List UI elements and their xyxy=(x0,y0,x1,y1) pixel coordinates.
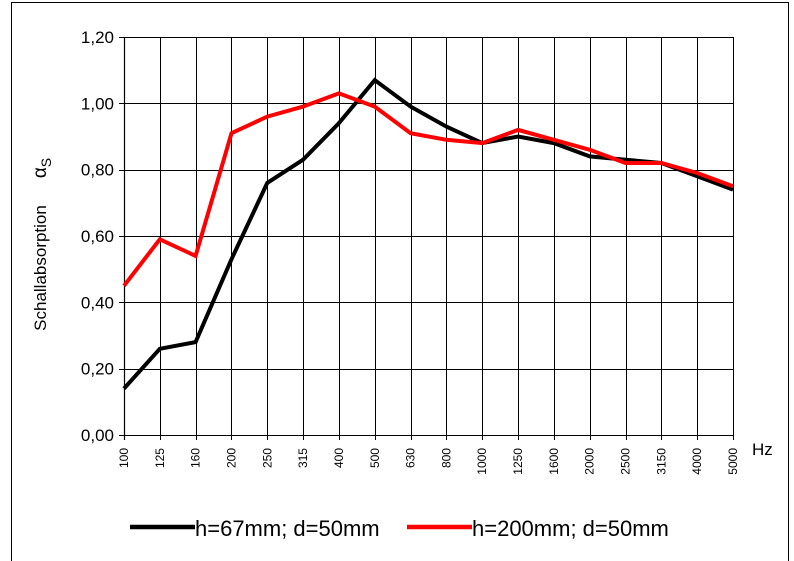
series-line-1 xyxy=(122,77,734,390)
y-tick-label: 1,20 xyxy=(81,28,114,47)
grid xyxy=(119,37,734,440)
series-line-2 xyxy=(122,91,734,288)
x-tick-label: 160 xyxy=(189,448,203,468)
svg-text:αS: αS xyxy=(30,158,54,178)
legend: h=67mm; d=50mm h=200mm; d=50mm xyxy=(130,516,669,541)
y-tick-label: 0,40 xyxy=(81,293,114,312)
y-axis-symbol: αS xyxy=(30,158,54,178)
x-tick-labels: 100 125 160 200 250 315 400 500 630 800 1000 1250 16… xyxy=(117,448,740,475)
x-tick-label: 800 xyxy=(439,448,453,468)
x-tick-label: 1250 xyxy=(511,448,525,475)
y-tick-labels: 0,00 0,20 0,40 0,60 0,80 1,00 1,20 xyxy=(81,28,114,445)
x-tick-label: 315 xyxy=(296,448,310,468)
x-axis-label: Hz xyxy=(752,440,773,459)
y-tick-label: 0,00 xyxy=(81,426,114,445)
y-tick-label: 1,00 xyxy=(81,94,114,113)
y-axis-symbol-sub: S xyxy=(38,158,54,167)
y-axis-label: Schallabsorption xyxy=(31,205,50,331)
y-tick-label: 0,60 xyxy=(81,227,114,246)
legend-label-series-2: h=200mm; d=50mm xyxy=(472,516,669,541)
x-tick-label: 2000 xyxy=(583,448,597,475)
y-axis-symbol-alpha: α xyxy=(30,167,51,178)
x-tick-label: 500 xyxy=(368,448,382,468)
x-tick-label: 1000 xyxy=(475,448,489,475)
x-tick-label: 4000 xyxy=(690,448,704,475)
x-tick-label: 200 xyxy=(224,448,238,468)
y-axis-title: Schallabsorption xyxy=(31,205,50,331)
x-tick-label: 1600 xyxy=(547,448,561,475)
x-tick-label: 250 xyxy=(260,448,274,468)
x-tick-label: 5000 xyxy=(726,448,740,475)
x-tick-label: 3150 xyxy=(654,448,668,475)
x-tick-label: 630 xyxy=(404,448,418,468)
y-tick-label: 0,20 xyxy=(81,360,114,379)
x-tick-label: 400 xyxy=(332,448,346,468)
x-tick-label: 2500 xyxy=(619,448,633,475)
series-layer xyxy=(122,77,734,390)
legend-label-series-1: h=67mm; d=50mm xyxy=(195,516,380,541)
x-tick-label: 125 xyxy=(153,448,167,468)
x-tick-label: 100 xyxy=(117,448,131,468)
y-tick-label: 0,80 xyxy=(81,161,114,180)
